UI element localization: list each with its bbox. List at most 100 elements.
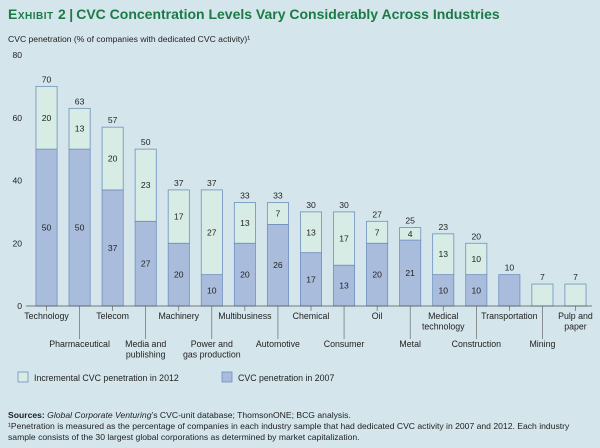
value-label-2007: 50 xyxy=(75,223,85,233)
total-label: 20 xyxy=(472,231,482,241)
total-label: 57 xyxy=(108,115,118,125)
total-label: 23 xyxy=(438,222,448,232)
value-label-2007: 10 xyxy=(472,285,482,295)
category-label-line: Transportation xyxy=(481,311,538,321)
category-label-line: Machinery xyxy=(158,311,199,321)
bar-2007-segment xyxy=(498,274,521,307)
value-label-2007: 17 xyxy=(306,274,316,284)
category-label-line: Media and xyxy=(125,339,166,349)
legend-swatch xyxy=(221,371,233,383)
value-label-2012: 13 xyxy=(240,218,250,228)
value-label-2007: 13 xyxy=(339,281,349,291)
value-labels-layer: 50 20 70 50 13 63 37 20 57 27 23 50 20 17 37 10 27 37 20 13… xyxy=(42,74,578,295)
value-label-2012: 13 xyxy=(75,124,85,134)
category-label: Machinery xyxy=(158,311,199,321)
value-label-2012: 7 xyxy=(276,208,281,218)
category-label: Medical technology xyxy=(422,311,465,332)
value-label-2012: 23 xyxy=(141,180,151,190)
chart-svg: CVC penetration (% of companies with ded… xyxy=(8,34,593,383)
value-label-2007: 20 xyxy=(174,270,184,280)
y-tick-label: 40 xyxy=(12,176,22,186)
bar-2012-segment xyxy=(366,220,389,244)
x-axis: Technology Pharmaceutical Telecom Media and… xyxy=(24,305,593,360)
y-axis-label: CVC penetration (% of companies with ded… xyxy=(8,34,250,44)
value-label-2012: 27 xyxy=(207,227,217,237)
value-label-2012: 7 xyxy=(375,227,380,237)
category-label: Media and publishing xyxy=(125,339,166,360)
bar-2012-segment xyxy=(68,107,91,150)
y-tick-label: 60 xyxy=(12,113,22,123)
value-label-2012: 13 xyxy=(438,249,448,259)
title-text: CVC Concentration Levels Vary Considerab… xyxy=(76,6,500,22)
bar-2012-segment xyxy=(233,202,256,244)
total-label: 7 xyxy=(540,272,545,282)
total-label: 30 xyxy=(339,200,349,210)
category-label-line: Pulp and xyxy=(558,311,593,321)
bars-layer xyxy=(35,85,587,307)
category-label-line: technology xyxy=(422,322,465,332)
bar-2012-segment xyxy=(200,189,223,276)
y-tick-label: 0 xyxy=(17,301,22,311)
y-axis: 0 20 40 60 80 xyxy=(12,50,22,311)
category-label-line: Automotive xyxy=(256,339,300,349)
value-label-2007: 21 xyxy=(405,268,415,278)
bar-2012-segment xyxy=(134,148,157,222)
value-label-2007: 20 xyxy=(240,270,250,280)
category-label-line: Consumer xyxy=(324,339,365,349)
bar-2012-segment xyxy=(300,211,322,254)
legend-label: Incremental CVC penetration in 2012 xyxy=(34,373,179,383)
sources-label: Sources: xyxy=(8,410,45,420)
total-label: 7 xyxy=(573,272,578,282)
y-tick-label: 80 xyxy=(12,50,22,60)
legend: Incremental CVC penetration in 2012 CVC p… xyxy=(17,371,334,383)
category-label: Transportation xyxy=(481,311,538,321)
total-label: 30 xyxy=(306,200,316,210)
bar-2012-segment xyxy=(399,227,422,241)
category-label-line: Multibusiness xyxy=(218,311,272,321)
total-label: 25 xyxy=(405,216,415,226)
value-label-2007: 27 xyxy=(141,259,151,269)
category-label: Pharmaceutical xyxy=(49,339,110,349)
bar-2012-segment xyxy=(333,211,356,266)
category-label: Mining xyxy=(529,339,555,349)
category-label: Consumer xyxy=(324,339,365,349)
category-label-line: gas production xyxy=(183,350,241,360)
category-label-line: Pharmaceutical xyxy=(49,339,110,349)
bar-2012-segment xyxy=(564,283,587,307)
category-label: Multibusiness xyxy=(218,311,272,321)
total-label: 50 xyxy=(141,137,151,147)
total-label: 63 xyxy=(75,96,85,106)
total-label: 70 xyxy=(42,74,52,84)
total-label: 33 xyxy=(273,190,283,200)
bar-2012-segment xyxy=(35,85,58,150)
category-label-line: Oil xyxy=(372,311,383,321)
category-label-line: paper xyxy=(564,322,587,332)
category-label: Pulp and paper xyxy=(558,311,593,332)
category-label: Technology xyxy=(24,311,69,321)
category-label: Construction xyxy=(452,339,501,349)
value-label-2012: 17 xyxy=(174,212,184,222)
category-label: Telecom xyxy=(96,311,129,321)
category-label: Chemical xyxy=(293,311,330,321)
total-label: 37 xyxy=(207,178,217,188)
value-label-2007: 10 xyxy=(438,285,448,295)
category-label-line: Medical xyxy=(428,311,458,321)
source-notes: Sources: Global Corporate Venturing’s CV… xyxy=(8,410,592,443)
category-label-line: Technology xyxy=(24,311,69,321)
value-label-2012: 13 xyxy=(306,227,316,237)
value-label-2012: 4 xyxy=(408,229,413,239)
category-label: Automotive xyxy=(256,339,300,349)
category-label-line: publishing xyxy=(126,350,166,360)
exhibit-label: Exhibit 2 xyxy=(8,6,67,22)
value-label-2012: 10 xyxy=(472,254,482,264)
category-label: Oil xyxy=(372,311,383,321)
total-label: 37 xyxy=(174,178,184,188)
category-label-line: Telecom xyxy=(96,311,129,321)
value-label-2007: 50 xyxy=(42,223,52,233)
footnote: ¹Penetration is measured as the percenta… xyxy=(8,421,570,442)
sources-line: Sources: Global Corporate Venturing’s CV… xyxy=(8,410,592,421)
bar-2012-segment xyxy=(465,242,488,276)
y-tick-label: 20 xyxy=(12,238,22,248)
value-label-2007: 20 xyxy=(372,270,382,280)
value-label-2012: 20 xyxy=(42,113,52,123)
